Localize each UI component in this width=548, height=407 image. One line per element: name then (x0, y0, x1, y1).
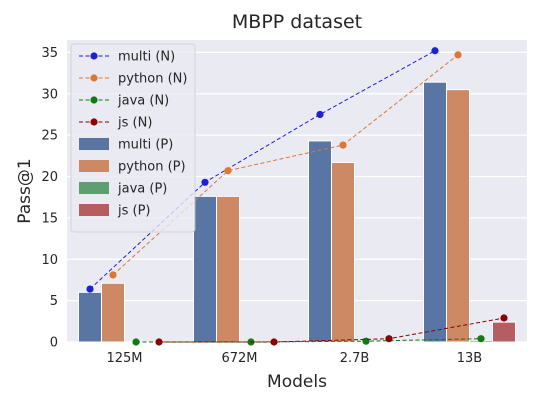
data-point (477, 335, 485, 343)
x-axis-label: Models (267, 372, 327, 392)
legend-bar-swatch (79, 138, 109, 150)
series-line (89, 50, 436, 290)
legend-marker (90, 118, 98, 126)
data-point (339, 141, 347, 149)
bar (492, 321, 516, 343)
legend-label: js (N) (117, 116, 152, 131)
data-point (454, 51, 462, 59)
x-tick-labels: 125M 672M 2.7B 13B (106, 351, 482, 366)
legend-label: python (N) (118, 72, 187, 87)
bar (216, 195, 240, 343)
bars-group (78, 81, 516, 343)
legend-label: multi (P) (118, 138, 173, 153)
chart-title: MBPP dataset (232, 11, 362, 33)
legend-label: js (P) (117, 204, 151, 219)
bar (331, 161, 355, 343)
bar (446, 89, 470, 343)
y-tick-labels: 0 5 10 15 20 25 30 35 (41, 46, 58, 351)
x-tick-label: 13B (457, 351, 482, 366)
data-point (155, 338, 163, 346)
legend-bar-swatch (79, 160, 109, 172)
x-tick-label: 2.7B (340, 351, 370, 366)
y-tick-label: 30 (41, 87, 58, 102)
data-point (270, 338, 278, 346)
bar (193, 195, 217, 343)
y-axis-label: Pass@1 (15, 158, 35, 223)
legend-label: java (P) (117, 182, 167, 197)
data-point (316, 110, 324, 119)
y-tick-label: 0 (50, 336, 58, 351)
legend-label: multi (N) (118, 50, 175, 65)
legend-label: java (N) (117, 94, 169, 109)
y-tick-label: 10 (41, 253, 58, 268)
legend-marker (90, 74, 98, 82)
series-line (112, 54, 459, 276)
legend-label: python (P) (118, 160, 186, 175)
data-point (201, 178, 209, 186)
data-point (500, 314, 508, 322)
y-tick-label: 25 (41, 129, 58, 144)
y-tick-label: 15 (41, 211, 58, 226)
series-line (136, 338, 482, 343)
legend: multi (N) python (N) java (N) js (N) multi (… (70, 43, 196, 233)
data-point (132, 338, 140, 346)
data-point (385, 335, 393, 343)
bar (423, 81, 447, 343)
data-point (431, 47, 439, 55)
data-point (109, 271, 117, 279)
bar (101, 282, 125, 343)
legend-bar-swatch (79, 204, 109, 216)
x-tick-label: 672M (221, 351, 257, 366)
lines-group (86, 47, 508, 346)
y-tick-label: 35 (41, 46, 58, 61)
data-point (86, 285, 94, 293)
y-tick-label: 5 (50, 294, 58, 309)
bar (308, 140, 332, 343)
legend-marker (90, 96, 98, 104)
data-point (362, 337, 370, 345)
y-tick-label: 20 (41, 170, 58, 185)
x-tick-label: 125M (106, 351, 142, 366)
data-point (224, 167, 232, 175)
legend-marker (90, 52, 98, 60)
legend-bar-swatch (79, 182, 109, 194)
bar (78, 291, 102, 343)
series-line (159, 317, 505, 343)
